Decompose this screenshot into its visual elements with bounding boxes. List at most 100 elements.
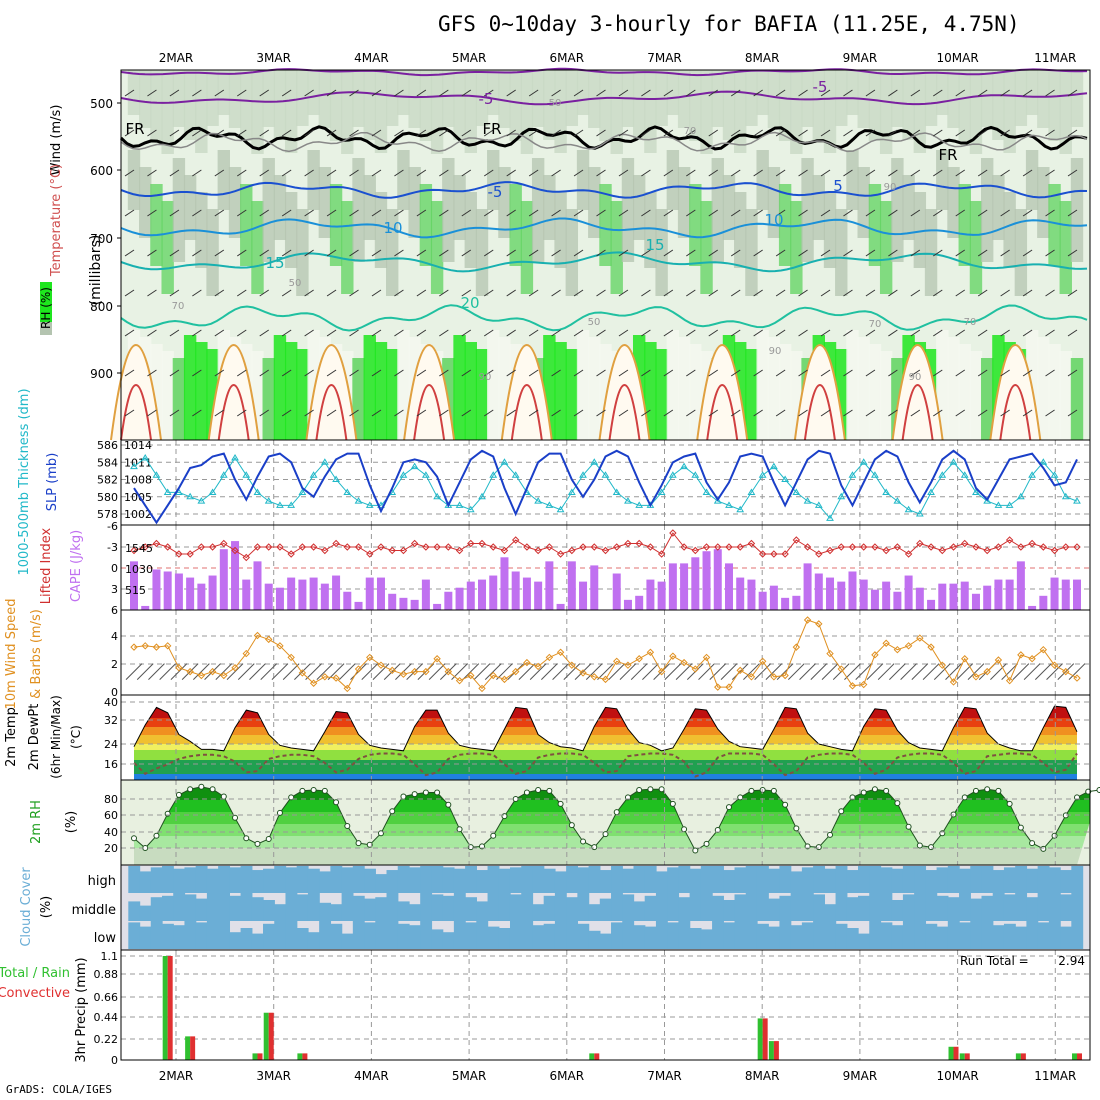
wind-barb — [326, 409, 337, 417]
warm-cone-inner — [999, 384, 1032, 441]
wind-barb — [193, 663, 210, 680]
wind-speed-point — [657, 667, 666, 676]
rh-point — [905, 823, 912, 830]
rh-point — [501, 813, 508, 820]
cloud-bar — [566, 866, 579, 893]
cloud-bar — [846, 870, 859, 893]
rh-point — [916, 842, 923, 849]
warm-cone-inner — [315, 384, 348, 441]
wind-barb — [394, 89, 404, 97]
cloud-bar — [622, 921, 635, 949]
cape-bar — [388, 593, 397, 610]
rh-cell — [386, 70, 399, 126]
lifted-index-point — [1017, 543, 1025, 551]
cloud-bar — [869, 866, 882, 893]
wind-barb — [416, 89, 427, 97]
cape-axis-label: CAPE (J/kg) — [69, 530, 84, 602]
rh-cell — [195, 342, 208, 440]
cloud-bar — [700, 893, 713, 921]
cape-bar — [758, 591, 767, 610]
cloud-axis-label: Cloud Cover — [19, 867, 34, 947]
thickness-point — [197, 497, 206, 504]
wind-barb — [910, 169, 921, 177]
rh-cell — [386, 349, 399, 440]
cloud-bar — [341, 933, 354, 949]
lifted-index-point — [433, 543, 441, 551]
cloud-bar — [633, 866, 646, 893]
thickness-point — [141, 453, 150, 461]
cloud-bar — [240, 866, 253, 893]
rh-cell — [487, 150, 500, 210]
cloud-bar — [992, 925, 1005, 949]
lifted-index-point — [916, 539, 924, 548]
wind-barb — [483, 249, 494, 257]
rh-cell — [397, 150, 410, 210]
wind-barb — [753, 209, 763, 217]
wind-barb — [977, 289, 988, 297]
cape-bar — [478, 579, 487, 610]
rh-point — [1085, 788, 1092, 795]
rh-contour-label: 90 — [909, 372, 922, 383]
precip-axis-label: 3hr Precip (mm) — [74, 957, 89, 1062]
precip-total-bar — [252, 1053, 258, 1060]
wind-speed-point — [815, 620, 823, 628]
cloud-bar — [633, 901, 646, 921]
wind-speed-point — [725, 683, 733, 691]
wind-barb — [910, 369, 921, 377]
cape-bar — [320, 583, 329, 610]
rh-cell — [475, 209, 489, 296]
wind-barb — [641, 369, 651, 377]
wind-speed-point — [444, 667, 453, 676]
rh-point — [703, 840, 710, 847]
rh-cell — [846, 330, 859, 440]
cloud-bar — [723, 900, 736, 921]
rh-point — [456, 826, 463, 833]
rh-cell — [363, 175, 376, 240]
lifted-index-point — [276, 543, 284, 551]
rh-cell — [767, 70, 781, 128]
wind-barb — [888, 89, 898, 97]
wind-barb — [977, 129, 988, 137]
cloud-bar — [386, 921, 399, 949]
wind-barb — [686, 89, 696, 97]
wind-barb — [361, 663, 379, 680]
wind-barb — [933, 663, 951, 680]
wind-barb — [551, 369, 561, 377]
cloud-bar — [150, 867, 163, 893]
rh-cell — [520, 201, 534, 294]
wind-barb — [618, 129, 629, 137]
rh-point — [422, 789, 429, 796]
precip-total-bar — [263, 1012, 269, 1060]
lifted-index-point — [152, 539, 161, 548]
cloud-bar — [566, 921, 579, 949]
cloud-bar — [251, 897, 264, 921]
wind-barb — [394, 289, 404, 297]
wind-barb — [596, 249, 606, 257]
lifted-index-point — [938, 546, 946, 555]
isotherm-label: 10 — [383, 219, 402, 237]
rh-cell — [1059, 70, 1072, 154]
cloud-bar — [959, 922, 971, 949]
slp-tick-label: 1005 — [124, 491, 152, 504]
cape-bar — [421, 579, 430, 610]
thickness-point — [534, 497, 543, 504]
rh-cell — [228, 167, 242, 238]
lifted-index-point — [388, 546, 396, 555]
cloud-bar — [947, 921, 960, 949]
isotherm-label: FR — [938, 146, 957, 164]
rh-contour-label: 50 — [549, 98, 562, 109]
thickness-point — [264, 497, 273, 504]
rh-cell — [273, 335, 287, 440]
thickness-point — [770, 462, 778, 470]
thickness-point — [882, 488, 891, 495]
cloud-bar — [981, 895, 994, 921]
warm-cone — [989, 344, 1042, 441]
rh-tick-label: 20 — [104, 842, 118, 855]
rh-cell — [610, 70, 623, 154]
run-total-value: 2.94 — [1058, 954, 1085, 968]
lifted-index-point — [175, 550, 183, 558]
rh-point — [714, 827, 721, 834]
precip-total-bar — [1072, 1053, 1077, 1060]
wind-barb — [483, 409, 494, 417]
rh-point — [636, 787, 643, 794]
